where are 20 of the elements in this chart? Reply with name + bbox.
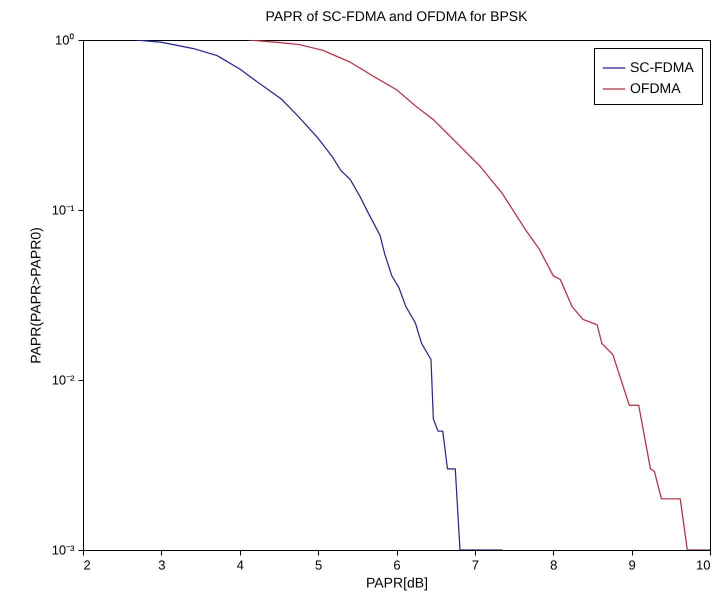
x-tick-label: 8	[550, 558, 558, 572]
x-tick-label: 5	[315, 558, 322, 572]
line-series	[136, 40, 503, 550]
x-tick-label: 4	[236, 558, 244, 572]
legend-label: OFDMA	[630, 80, 682, 96]
y-axis-title: PAPR(PAPR>PAPR0)	[28, 227, 44, 364]
x-tick-label: 2	[84, 558, 91, 572]
y-tick-label: 10⁻²	[52, 372, 76, 388]
y-tick-label: 10⁰	[55, 32, 74, 48]
x-tick-label: 7	[472, 558, 479, 572]
legend-label: SC-FDMA	[630, 59, 694, 75]
x-tick-label: 3	[158, 558, 166, 572]
y-tick-label: 10⁻³	[52, 542, 76, 558]
line-series	[248, 40, 710, 550]
x-axis-title: PAPR[dB]	[366, 574, 428, 590]
y-tick-label: 10⁻¹	[52, 202, 76, 218]
x-tick-label: 6	[393, 558, 401, 572]
x-tick-label: 9	[628, 558, 636, 572]
x-tick-label: 10	[696, 558, 710, 572]
chart-title: PAPR of SC-FDMA and OFDMA for BPSK	[266, 8, 528, 24]
